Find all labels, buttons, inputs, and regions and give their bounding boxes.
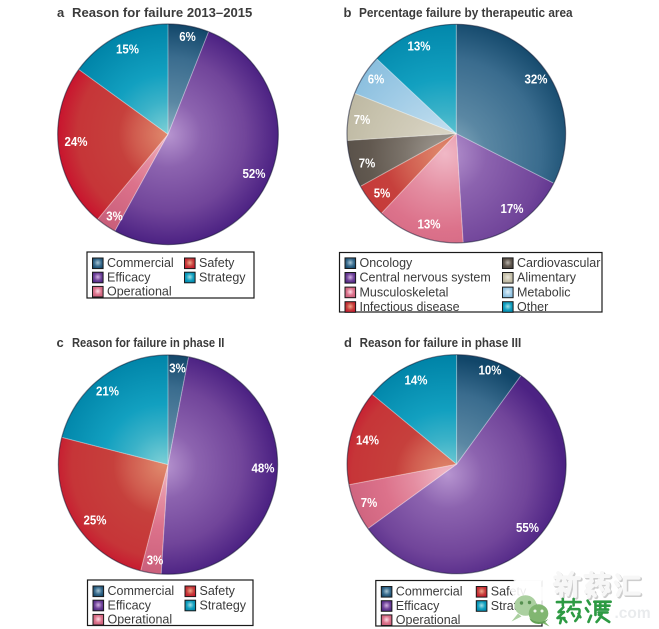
svg-text:48%: 48% bbox=[252, 461, 275, 476]
svg-text:21%: 21% bbox=[96, 384, 119, 399]
svg-text:52%: 52% bbox=[243, 166, 266, 181]
svg-text:a: a bbox=[57, 5, 65, 20]
svg-text:b: b bbox=[344, 5, 352, 20]
svg-text:Efficacy: Efficacy bbox=[108, 598, 152, 612]
svg-text:24%: 24% bbox=[65, 134, 88, 149]
svg-text:7%: 7% bbox=[359, 156, 376, 171]
svg-text:32%: 32% bbox=[525, 72, 548, 87]
svg-text:25%: 25% bbox=[84, 513, 107, 528]
svg-text:d: d bbox=[344, 335, 352, 350]
svg-text:Strategy: Strategy bbox=[199, 270, 246, 284]
svg-text:Cardiovascular: Cardiovascular bbox=[517, 256, 600, 270]
svg-text:7%: 7% bbox=[354, 112, 371, 127]
svg-text:Alimentary: Alimentary bbox=[517, 271, 577, 285]
svg-text:c: c bbox=[57, 335, 64, 350]
svg-text:Operational: Operational bbox=[107, 285, 172, 299]
svg-text:5%: 5% bbox=[374, 186, 391, 201]
svg-text:Efficacy: Efficacy bbox=[396, 599, 440, 613]
svg-text:Reason for failure 2013–2015: Reason for failure 2013–2015 bbox=[72, 6, 252, 20]
svg-text:Safety: Safety bbox=[200, 584, 236, 598]
svg-text:Operational: Operational bbox=[396, 613, 461, 627]
svg-text:Strategy: Strategy bbox=[200, 598, 247, 612]
svg-text:55%: 55% bbox=[516, 520, 539, 535]
svg-text:6%: 6% bbox=[179, 29, 196, 44]
svg-text:Commercial: Commercial bbox=[108, 584, 175, 598]
svg-text:14%: 14% bbox=[405, 373, 428, 388]
svg-text:Commercial: Commercial bbox=[396, 585, 463, 599]
svg-text:Reason for failure in phase II: Reason for failure in phase III bbox=[360, 336, 522, 350]
svg-text:Infectious disease: Infectious disease bbox=[360, 300, 460, 314]
svg-text:Efficacy: Efficacy bbox=[107, 270, 151, 284]
svg-text:Other: Other bbox=[517, 300, 548, 314]
svg-text:3%: 3% bbox=[106, 209, 123, 224]
svg-text:13%: 13% bbox=[418, 217, 441, 232]
svg-text:.com: .com bbox=[615, 605, 651, 622]
svg-text:Reason for failure in phase II: Reason for failure in phase II bbox=[72, 336, 224, 350]
svg-text:3%: 3% bbox=[147, 553, 164, 568]
svg-text:7%: 7% bbox=[361, 495, 378, 510]
svg-text:Central nervous system: Central nervous system bbox=[360, 271, 491, 285]
svg-text:15%: 15% bbox=[116, 42, 139, 57]
svg-text:Commercial: Commercial bbox=[107, 256, 174, 270]
svg-text:6%: 6% bbox=[368, 72, 385, 87]
svg-text:Safety: Safety bbox=[199, 256, 235, 270]
svg-text:Metabolic: Metabolic bbox=[517, 285, 571, 299]
svg-text:Operational: Operational bbox=[108, 613, 173, 627]
svg-text:Musculoskeletal: Musculoskeletal bbox=[360, 285, 449, 299]
svg-text:Percentage failure by therapeu: Percentage failure by therapeutic area bbox=[359, 6, 574, 20]
svg-text:14%: 14% bbox=[356, 433, 379, 448]
svg-text:17%: 17% bbox=[501, 201, 524, 216]
svg-text:Oncology: Oncology bbox=[360, 256, 414, 270]
svg-text:13%: 13% bbox=[408, 39, 431, 54]
svg-text:3%: 3% bbox=[169, 361, 186, 376]
svg-text:10%: 10% bbox=[479, 363, 502, 378]
